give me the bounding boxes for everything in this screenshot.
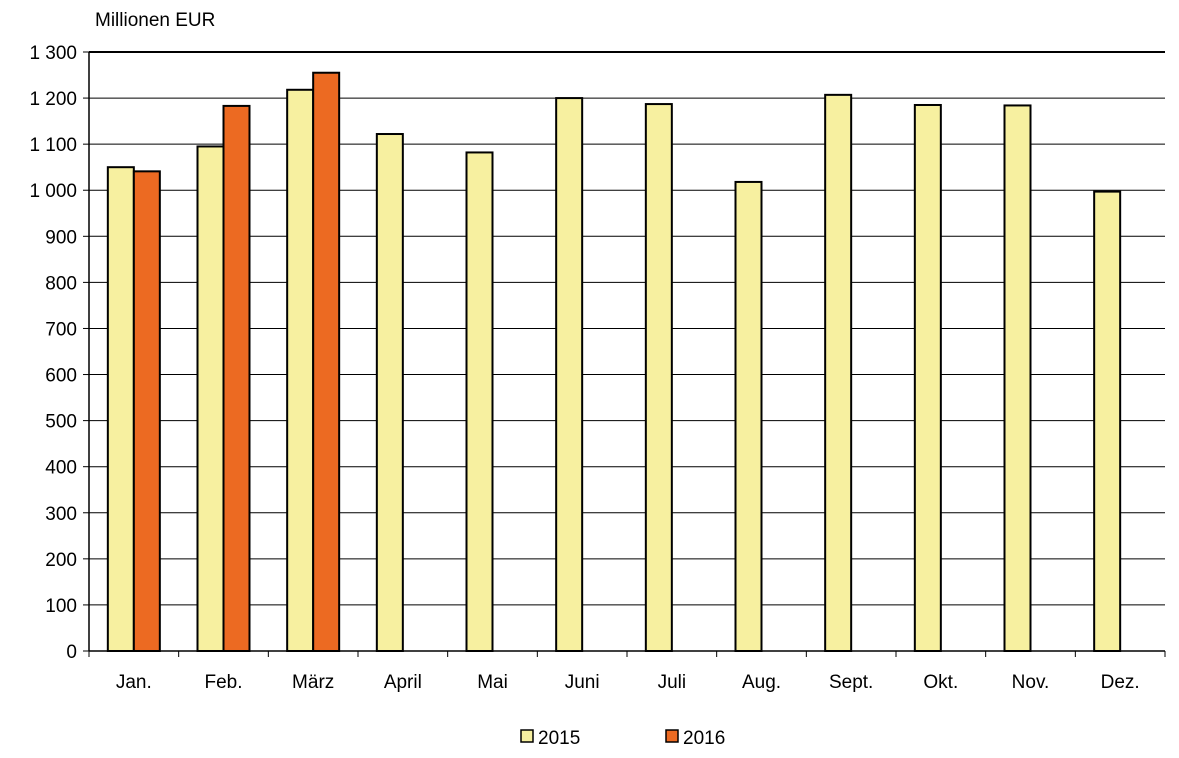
bar-2015 xyxy=(913,103,942,652)
bar-2015 xyxy=(1003,104,1032,653)
y-tick-label: 1 300 xyxy=(29,43,77,64)
bar-2015 xyxy=(555,97,584,653)
x-tick-label: Feb. xyxy=(204,672,242,693)
legend-label-2016: 2016 xyxy=(683,728,725,749)
bar-2015 xyxy=(465,151,494,652)
legend: 2015 2016 xyxy=(520,728,725,749)
bar-2015 xyxy=(824,93,853,652)
bar-2015 xyxy=(286,88,315,652)
legend-label-2015: 2015 xyxy=(538,728,580,749)
y-tick-label: 1 100 xyxy=(29,135,77,156)
x-tick-labels: Jan. Feb. März April Mai Juni Juli Aug. Sept. Okt… xyxy=(116,672,1140,693)
legend-swatch-2016 xyxy=(665,729,679,743)
y-tick-label: 600 xyxy=(45,366,77,387)
y-tick-label: 100 xyxy=(45,596,77,617)
y-tick-label: 1 200 xyxy=(29,89,77,110)
bar-2015 xyxy=(644,103,673,653)
bar-2015 xyxy=(1093,190,1122,653)
y-tick-label: 200 xyxy=(45,550,77,571)
axes xyxy=(83,51,1166,657)
x-tick-label: März xyxy=(292,672,334,693)
y-tick-label: 0 xyxy=(66,642,77,663)
y-tick-label: 500 xyxy=(45,412,77,433)
y-tick-label: 400 xyxy=(45,458,77,479)
bar-2016 xyxy=(132,170,161,652)
x-tick-label: Nov. xyxy=(1012,672,1050,693)
y-tick-label: 300 xyxy=(45,504,77,525)
bar-2015 xyxy=(196,145,225,652)
bar-2015 xyxy=(106,166,135,652)
bar-2015 xyxy=(734,180,763,652)
y-tick-labels: 0 100 200 300 400 500 600 700 800 900 1 000 1 100 1 … xyxy=(29,43,77,663)
x-tick-label: Dez. xyxy=(1101,672,1140,693)
x-tick-label: Mai xyxy=(477,672,508,693)
bar-2016 xyxy=(222,104,251,653)
y-tick-label: 700 xyxy=(45,319,77,340)
y-tick-label: 800 xyxy=(45,273,77,294)
x-tick-label: Aug. xyxy=(742,672,781,693)
bar-2015 xyxy=(375,133,404,653)
y-tick-label: 1 000 xyxy=(29,181,77,202)
x-tick-label: Okt. xyxy=(923,672,958,693)
bars xyxy=(106,71,1122,653)
x-tick-label: April xyxy=(384,672,422,693)
x-tick-label: Juni xyxy=(565,672,600,693)
x-tick-label: Sept. xyxy=(829,672,873,693)
y-tick-label: 900 xyxy=(45,227,77,248)
legend-swatch-2015 xyxy=(520,729,534,743)
x-tick-label: Jan. xyxy=(116,672,152,693)
bar-2016 xyxy=(312,71,341,652)
y-axis-unit-label: Millionen EUR xyxy=(95,10,215,31)
x-tick-label: Juli xyxy=(658,672,687,693)
